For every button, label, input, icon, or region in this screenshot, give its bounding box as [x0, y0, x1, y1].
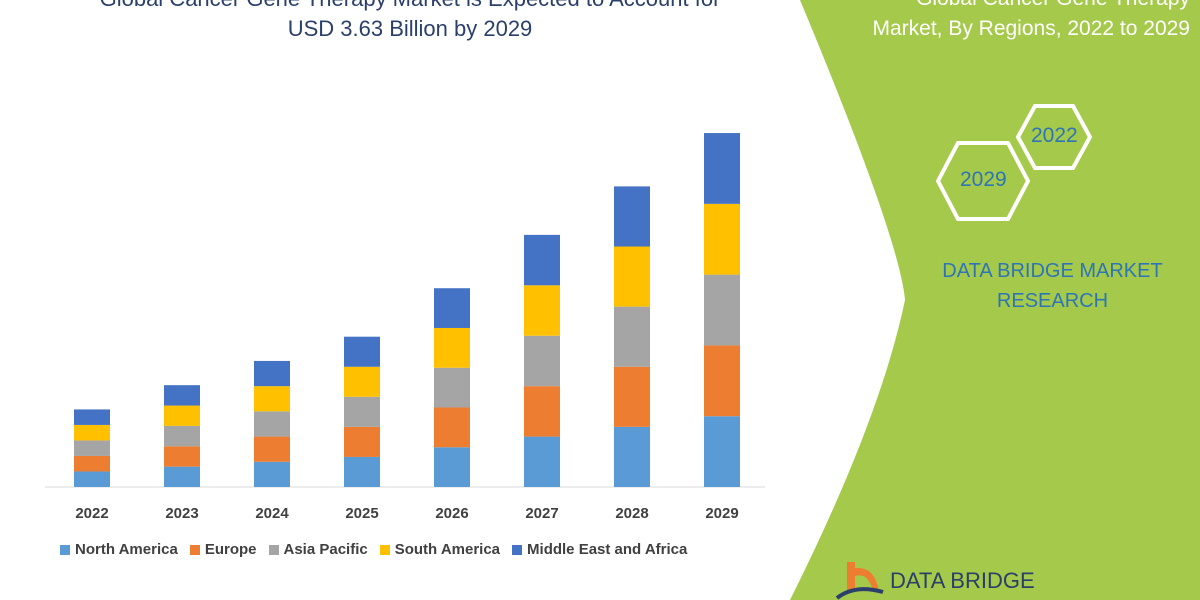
legend-swatch — [379, 544, 390, 555]
bar-2025-south-america — [344, 366, 380, 397]
legend-swatch — [189, 544, 200, 555]
chart-title: Global Cancer Gene Therapy Market is Exp… — [40, 0, 780, 44]
legend-swatch — [60, 544, 70, 555]
x-tick-label: 2026 — [435, 505, 468, 522]
bar-2023-north-america — [164, 466, 200, 487]
legend-label: Asia Pacific — [283, 541, 368, 558]
bar-2027-europe — [524, 386, 560, 437]
bar-2027-asia-pacific — [524, 335, 560, 387]
title-line-1: Global Cancer Gene Therapy Market is Exp… — [40, 0, 780, 14]
bar-2027-middle-east-and-africa — [524, 234, 560, 286]
legend-swatch — [512, 544, 523, 555]
bar-2022-middle-east-and-africa — [74, 409, 110, 425]
bar-2022-asia-pacific — [74, 440, 110, 456]
hex-label-2022: 2022 — [1031, 124, 1078, 147]
data-bridge-logo-icon — [835, 562, 884, 600]
bar-2026-north-america — [434, 447, 470, 487]
title-line-2: USD 3.63 Billion by 2029 — [287, 16, 533, 41]
bar-2023-middle-east-and-africa — [164, 385, 200, 406]
legend-label: South America — [394, 541, 501, 558]
bar-2029-europe — [704, 345, 740, 417]
legend-label: Middle East and Africa — [527, 541, 688, 558]
bar-2025-middle-east-and-africa — [344, 336, 380, 367]
bar-2026-middle-east-and-africa — [434, 288, 470, 328]
brand-line-2: RESEARCH — [996, 290, 1109, 312]
stacked-bar-chart: 2022 2023 2024 2025 2026 2027 2028 2029 — [45, 133, 765, 522]
bar-2026-south-america — [434, 327, 470, 368]
legend-item: South America — [379, 541, 501, 558]
bar-2025-asia-pacific — [344, 396, 380, 427]
side-panel-title: Global Cancer Gene Therapy Market, By Re… — [820, 0, 1190, 44]
legend-item: Middle East and Africa — [512, 541, 687, 558]
x-tick-label: 2027 — [525, 505, 558, 522]
bar-2022-south-america — [74, 424, 110, 441]
x-tick-label: 2022 — [75, 505, 108, 522]
brand-text: DATA BRIDGE MARKET RESEARCH — [920, 256, 1185, 316]
bar-2027-south-america — [524, 285, 560, 336]
bar-2026-europe — [434, 407, 470, 448]
bar-2026-asia-pacific — [434, 367, 470, 408]
bar-2022-europe — [74, 455, 110, 472]
bars — [74, 133, 740, 487]
bar-2029-asia-pacific — [704, 274, 740, 346]
x-tick-label: 2028 — [615, 505, 648, 522]
hexagon-2022 — [1015, 104, 1093, 170]
x-tick-label: 2024 — [255, 505, 289, 522]
brand-line-1: DATA BRIDGE MARKET — [942, 260, 1163, 282]
bar-2027-north-america — [524, 436, 560, 487]
bar-2024-asia-pacific — [254, 411, 290, 437]
bar-2029-south-america — [704, 203, 740, 275]
x-tick-label: 2029 — [705, 505, 738, 522]
legend: North America Europe Asia Pacific South Ame… — [60, 541, 687, 558]
side-title-line-1: Global Cancer Gene Therapy — [820, 0, 1190, 14]
x-tick-labels: 2022 2023 2024 2025 2026 2027 2028 2029 — [75, 505, 738, 522]
legend-item: North America — [60, 541, 178, 558]
bar-2024-europe — [254, 436, 290, 462]
legend-label: Europe — [204, 541, 257, 558]
bar-2028-asia-pacific — [614, 306, 650, 367]
side-title-line-2: Market, By Regions, 2022 to 2029 — [872, 17, 1190, 40]
bar-2023-south-america — [164, 405, 200, 426]
bar-2024-middle-east-and-africa — [254, 360, 290, 387]
legend-item: Asia Pacific — [268, 541, 368, 558]
bar-2028-europe — [614, 366, 650, 427]
bar-2023-asia-pacific — [164, 425, 200, 447]
bar-2023-europe — [164, 446, 200, 467]
bar-2029-north-america — [704, 416, 740, 487]
bar-2028-middle-east-and-africa — [614, 186, 650, 247]
legend-item: Europe — [189, 541, 257, 558]
bar-2022-north-america — [74, 471, 110, 487]
bar-2028-south-america — [614, 246, 650, 307]
hexagon-2029 — [935, 141, 1031, 221]
bar-2025-europe — [344, 426, 380, 457]
bar-2029-middle-east-and-africa — [704, 133, 740, 204]
bar-2028-north-america — [614, 426, 650, 487]
x-tick-label: 2025 — [345, 505, 378, 522]
bar-2024-north-america — [254, 461, 290, 487]
legend-label: North America — [75, 541, 178, 558]
bar-2024-south-america — [254, 386, 290, 412]
bar-2025-north-america — [344, 456, 380, 487]
legend-swatch — [268, 544, 279, 555]
x-tick-label: 2023 — [165, 505, 198, 522]
hex-label-2029: 2029 — [960, 168, 1007, 191]
logo-text: DATA BRIDGE — [890, 568, 1035, 593]
